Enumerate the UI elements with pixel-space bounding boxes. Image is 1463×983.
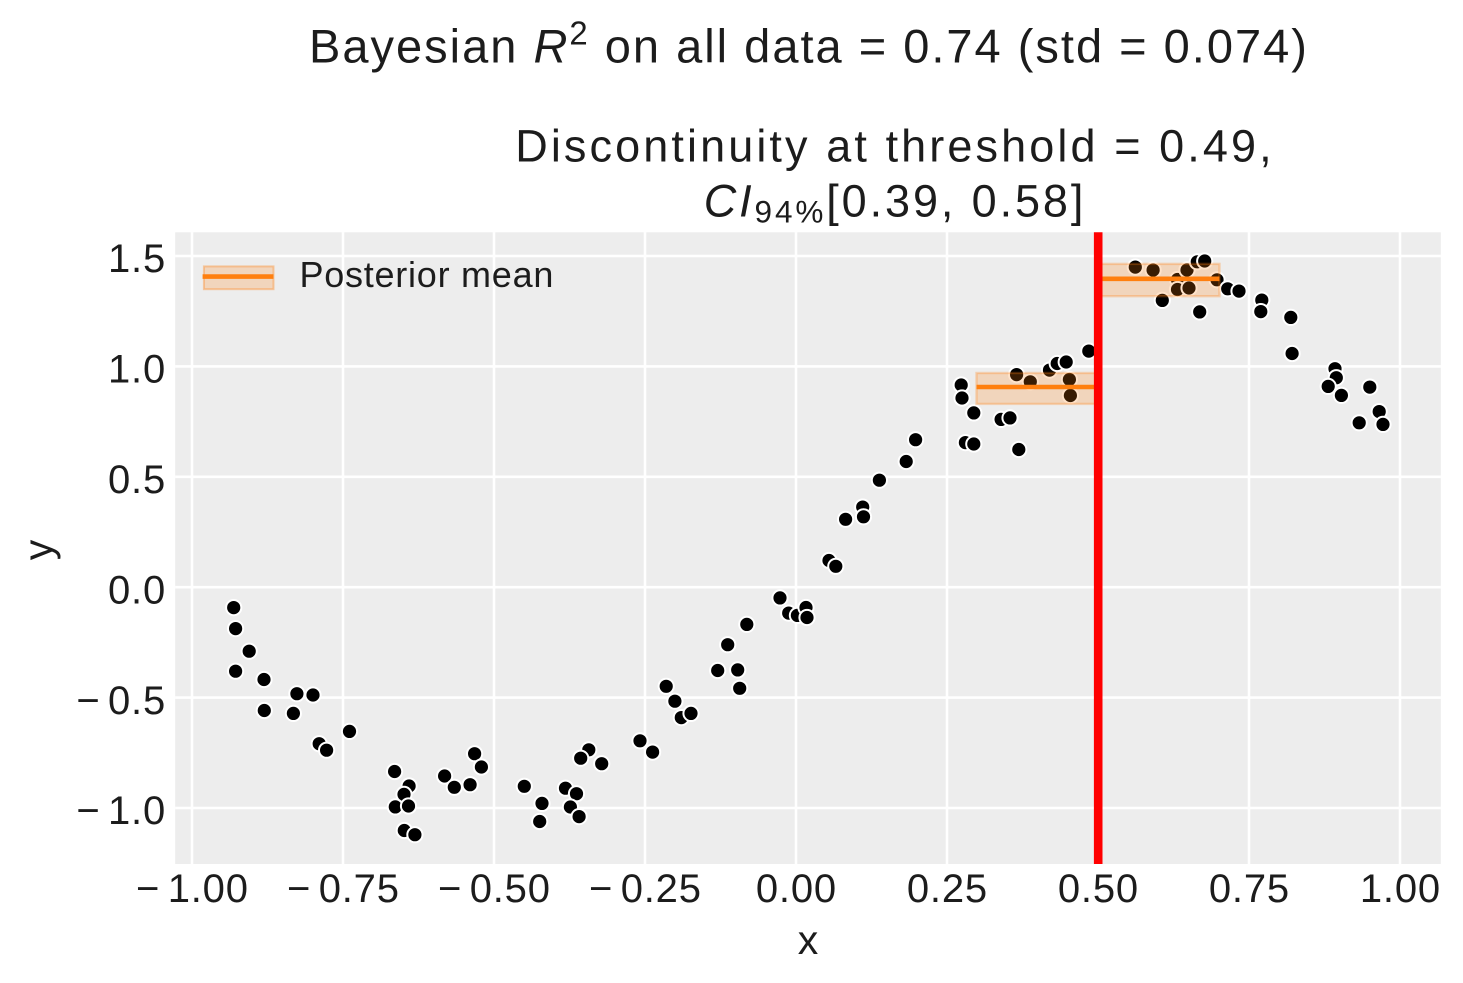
svg-text:−0.75: −0.75 xyxy=(287,867,400,911)
svg-text:1.5: 1.5 xyxy=(108,237,166,281)
svg-text:−0.50: −0.50 xyxy=(438,867,551,911)
svg-text:−1.0: −1.0 xyxy=(76,789,166,833)
svg-text:−1.00: −1.00 xyxy=(136,867,249,911)
svg-text:−0.5: −0.5 xyxy=(76,679,166,723)
svg-text:−0.25: −0.25 xyxy=(589,867,702,911)
svg-text:0.5: 0.5 xyxy=(108,458,166,502)
svg-text:1.0: 1.0 xyxy=(108,348,166,392)
svg-text:Posterior mean: Posterior mean xyxy=(300,254,555,295)
svg-text:Bayesian R2 on all data = 0.74: Bayesian R2 on all data = 0.74 (std = 0.… xyxy=(309,14,1309,73)
svg-text:0.25: 0.25 xyxy=(907,867,988,911)
svg-text:0.00: 0.00 xyxy=(756,867,837,911)
svg-text:0.75: 0.75 xyxy=(1209,867,1290,911)
svg-text:1.00: 1.00 xyxy=(1360,867,1441,911)
svg-text:x: x xyxy=(798,917,819,963)
svg-text:0.0: 0.0 xyxy=(108,568,166,612)
svg-text:Discontinuity at threshold = 0: Discontinuity at threshold = 0.49, xyxy=(515,121,1275,172)
svg-text:y: y xyxy=(15,539,61,560)
svg-text:0.50: 0.50 xyxy=(1058,867,1139,911)
